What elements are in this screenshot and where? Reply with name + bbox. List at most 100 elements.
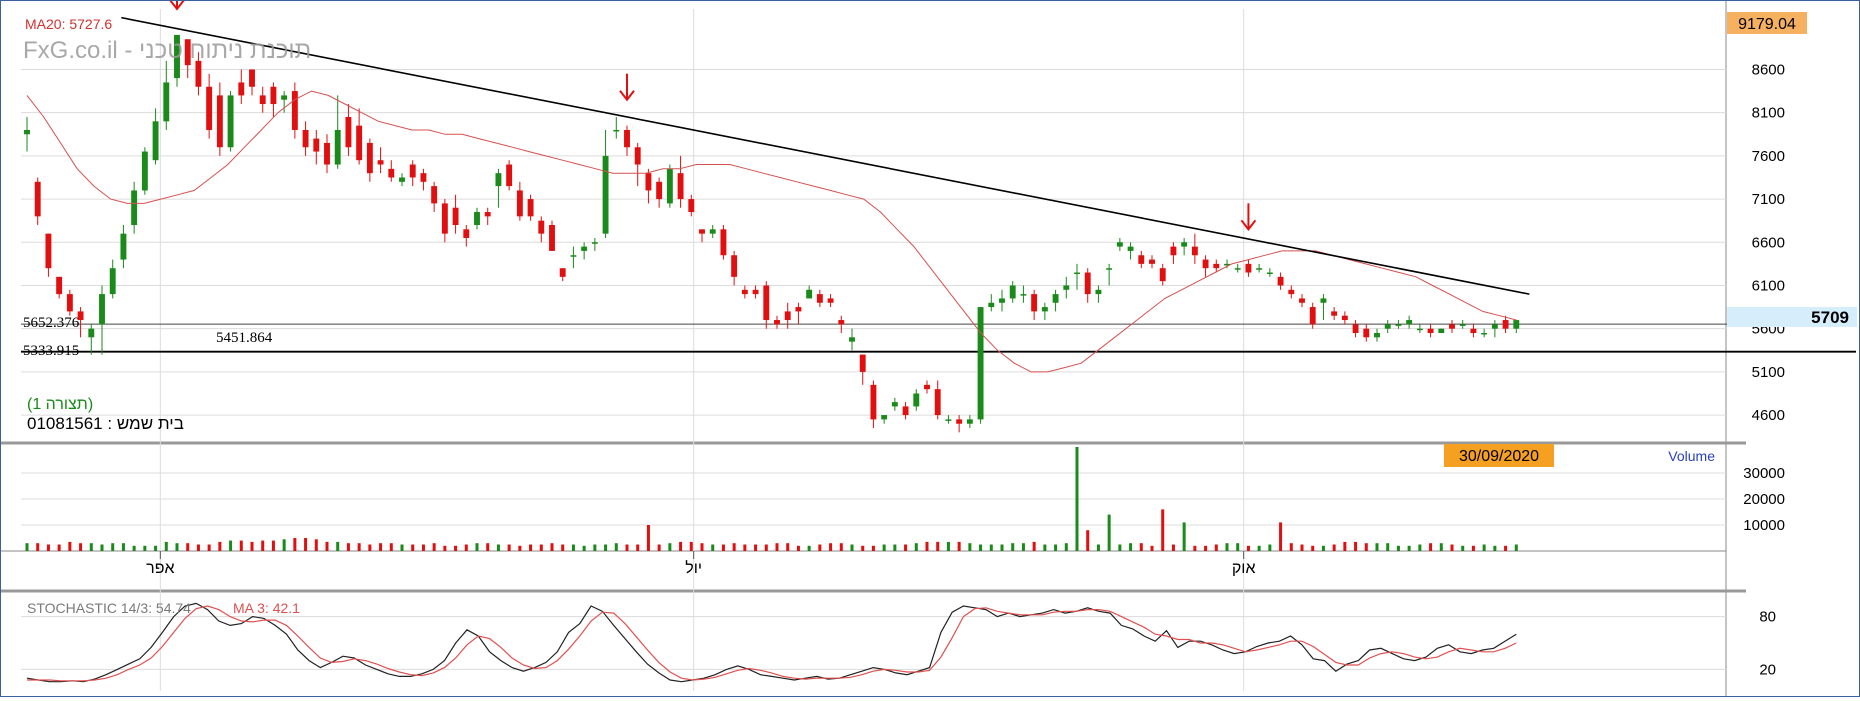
- candle-body: [1041, 307, 1048, 312]
- volume-bar: [304, 538, 308, 551]
- volume-bar: [561, 544, 565, 551]
- stochastic-d-line: [27, 605, 1517, 682]
- volume-bar: [261, 540, 265, 551]
- volume-bar: [154, 545, 158, 551]
- candle-body: [891, 402, 898, 407]
- volume-bar: [454, 545, 458, 551]
- candle-body: [1427, 328, 1434, 333]
- candle-body: [56, 276, 63, 295]
- max-price-badge-bg: [1727, 12, 1807, 34]
- candle-body: [184, 39, 191, 66]
- volume-bar: [314, 539, 318, 551]
- volume-bar: [871, 545, 875, 551]
- volume-bar: [250, 541, 254, 551]
- volume-bar: [1514, 544, 1518, 551]
- candle-body: [806, 289, 813, 299]
- volume-bar: [529, 544, 533, 551]
- volume-bar: [689, 541, 693, 551]
- volume-bar: [1482, 544, 1486, 551]
- volume-bar: [604, 544, 608, 551]
- volume-bar: [764, 544, 768, 551]
- volume-bars: [25, 447, 1518, 551]
- volume-bar: [1086, 530, 1090, 551]
- volume-bar: [936, 541, 940, 551]
- stochastic-k-line: [26, 602, 1517, 683]
- candle-body: [195, 60, 202, 87]
- candle-body: [570, 255, 577, 257]
- volume-bar: [1021, 543, 1025, 551]
- volume-bar: [271, 540, 275, 551]
- volume-bar: [1375, 543, 1379, 551]
- candle-body: [902, 406, 909, 416]
- volume-bar: [175, 543, 179, 551]
- candle-body: [666, 168, 673, 204]
- candle-body: [302, 129, 309, 148]
- volume-bar: [379, 543, 383, 551]
- volume-bar: [850, 544, 854, 551]
- volume-bar: [1300, 544, 1304, 551]
- ma20-label: MA20: 5727.6: [25, 16, 112, 32]
- volume-bar: [700, 543, 704, 551]
- candle-body: [1288, 289, 1295, 295]
- volume-bar: [754, 544, 758, 551]
- candle-body: [559, 268, 566, 277]
- volume-label: Volume: [1668, 448, 1715, 464]
- candle-body: [709, 229, 716, 234]
- candle-body: [474, 212, 480, 225]
- ma20-line: [26, 90, 1517, 373]
- volume-bar: [839, 543, 843, 551]
- volume-bar: [732, 543, 736, 551]
- down-arrow-head: [1240, 219, 1257, 231]
- volume-bar: [925, 541, 929, 551]
- support-levels: [21, 323, 1856, 353]
- volume-bar: [293, 538, 297, 551]
- candle-body: [152, 121, 159, 161]
- candle-body: [1352, 324, 1359, 333]
- time-tick-label: יול: [685, 559, 702, 577]
- candle-body: [816, 294, 823, 303]
- candle-body: [838, 320, 845, 325]
- volume-bar: [207, 544, 211, 551]
- volume-bar: [1161, 509, 1165, 551]
- candle-body: [538, 220, 545, 234]
- candle-body: [249, 69, 255, 87]
- candle-body: [227, 95, 234, 148]
- candle-body: [109, 268, 116, 295]
- stochastic-tick-label: 80: [1759, 609, 1776, 626]
- candle-body: [1277, 276, 1284, 286]
- candle-body: [1459, 324, 1466, 326]
- volume-tick-label: 10000: [1743, 517, 1785, 534]
- volume-bar: [1064, 543, 1068, 551]
- volume-bar: [218, 541, 222, 551]
- volume-bar: [164, 541, 168, 551]
- candle-body: [281, 95, 288, 100]
- volume-bar: [1171, 544, 1175, 551]
- candle-body: [1127, 246, 1134, 251]
- candle-body: [216, 95, 223, 148]
- candle-body: [366, 142, 373, 174]
- volume-bar: [57, 544, 61, 551]
- candle-body: [1020, 294, 1027, 296]
- volume-bar: [346, 543, 350, 551]
- candle-body: [977, 307, 984, 420]
- candle-body: [988, 302, 995, 308]
- volume-bar: [721, 544, 725, 551]
- candle-body: [870, 384, 877, 420]
- candle-body: [1502, 320, 1509, 329]
- candle-body: [1138, 255, 1145, 264]
- volume-bar: [1386, 543, 1390, 551]
- volume-bar: [1268, 544, 1272, 551]
- volume-bar: [1257, 545, 1261, 551]
- volume-bar: [679, 541, 683, 551]
- candle-body: [1170, 246, 1177, 256]
- price-tick-label: 8100: [1752, 105, 1785, 122]
- candle-body: [731, 255, 738, 277]
- candle-body: [1063, 285, 1070, 290]
- volume-bar: [46, 544, 50, 551]
- volume-bar: [400, 544, 404, 551]
- candle-body: [1384, 324, 1391, 329]
- volume-bar: [100, 544, 104, 551]
- candle-body: [441, 203, 448, 234]
- candle-body: [1395, 324, 1402, 326]
- candle-body: [506, 164, 513, 187]
